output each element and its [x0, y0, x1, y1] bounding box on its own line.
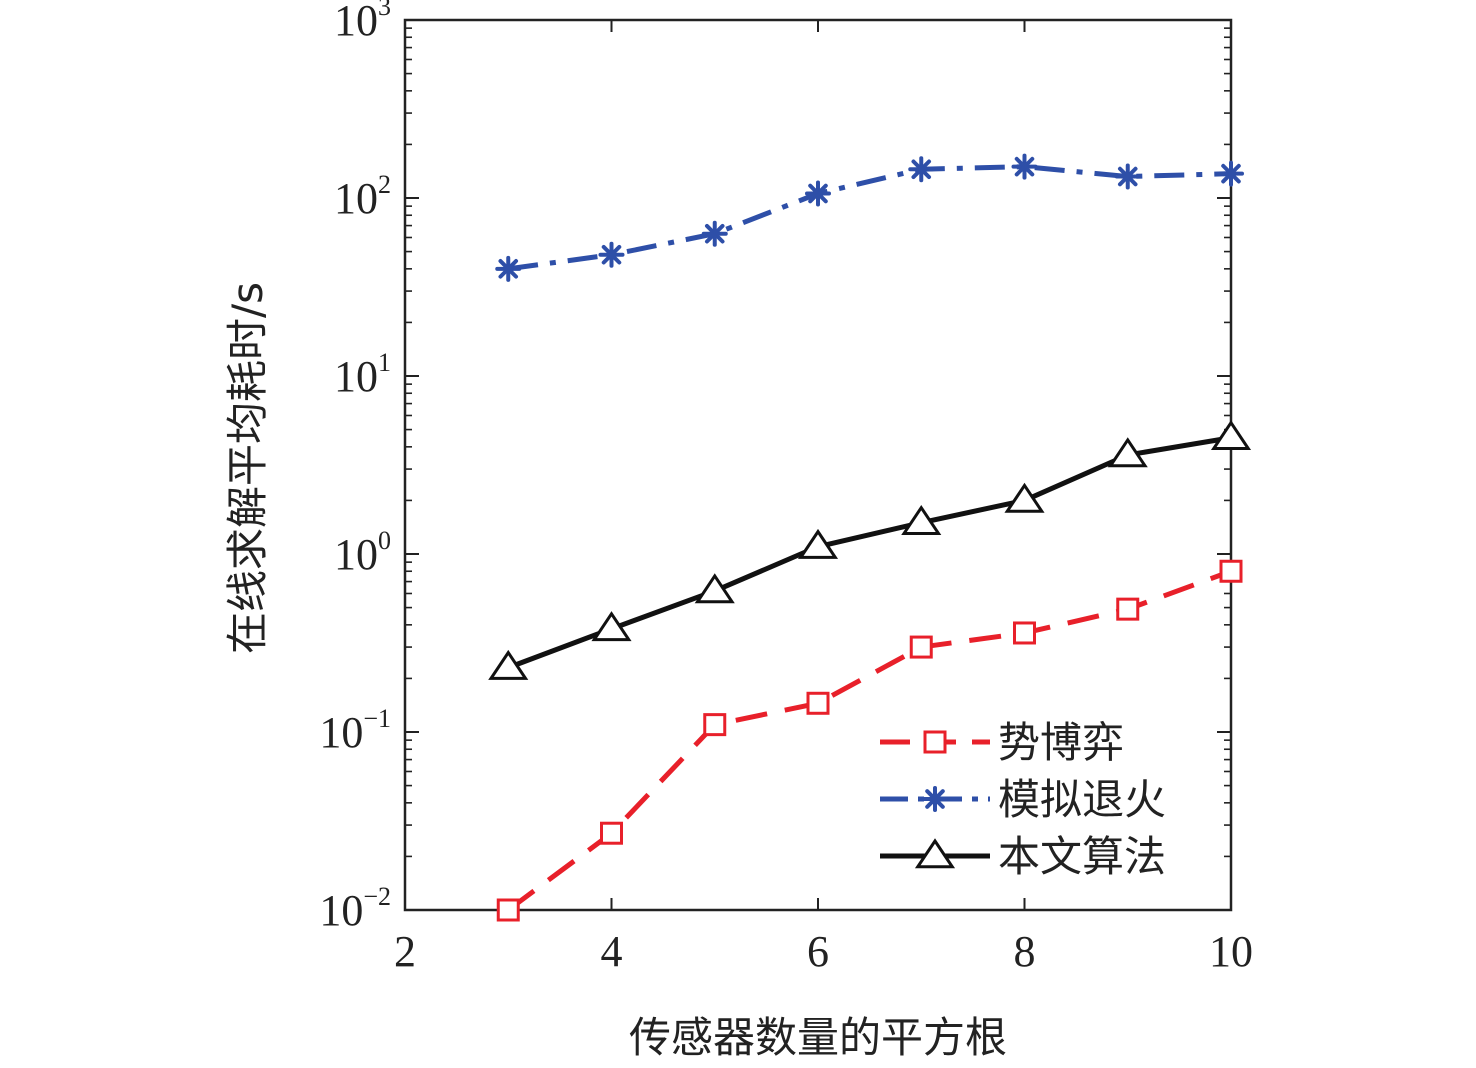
series-asterisk — [495, 153, 1244, 282]
y-tick-exponent: 3 — [378, 0, 391, 21]
x-tick-label: 4 — [601, 927, 623, 976]
plot-series — [488, 153, 1252, 922]
series-square — [496, 559, 1243, 922]
y-tick-exponent: 2 — [378, 170, 391, 199]
y-tick-label: 10−1 — [319, 704, 391, 757]
asterisk-stroke — [704, 223, 725, 244]
x-axis-title: 传感器数量的平方根 — [629, 1013, 1007, 1062]
series-line — [507, 164, 1232, 272]
data-point — [908, 156, 935, 183]
series-line — [507, 435, 1232, 670]
asterisk-stroke — [925, 789, 945, 809]
y-tick-label: 101 — [334, 348, 391, 401]
legend-label: 模拟退火 — [998, 775, 1166, 824]
data-point — [1219, 559, 1243, 583]
x-tick-label: 2 — [394, 927, 416, 976]
series-line — [506, 568, 1232, 913]
y-tick-base: 10 — [334, 174, 378, 223]
data-point — [1116, 597, 1140, 621]
y-tick-base: 10 — [334, 0, 378, 45]
legend-marker — [923, 730, 947, 754]
data-point — [703, 713, 727, 737]
series-triangle — [488, 420, 1252, 680]
data-point — [591, 611, 632, 642]
y-axis-title: 在线求解平均耗时/s — [223, 282, 272, 654]
y-tick-exponent: −2 — [363, 882, 391, 911]
data-point — [1004, 482, 1045, 513]
y-tick-label: 102 — [334, 170, 391, 223]
y-tick-exponent: 0 — [378, 526, 391, 555]
data-point — [909, 635, 933, 659]
data-point — [797, 528, 839, 559]
x-tick-label: 10 — [1209, 927, 1253, 976]
x-tick-label: 6 — [807, 927, 829, 976]
data-point — [1107, 437, 1148, 468]
data-point — [694, 573, 735, 604]
legend-marker — [914, 838, 956, 869]
legend-label: 本文算法 — [998, 832, 1166, 881]
data-point — [496, 898, 520, 922]
y-tick-exponent: 1 — [378, 348, 391, 377]
y-tick-base: 10 — [319, 886, 363, 935]
data-point — [806, 691, 830, 715]
data-point — [488, 649, 529, 680]
data-point — [495, 255, 522, 282]
asterisk-stroke — [1221, 163, 1241, 184]
data-point — [598, 241, 625, 268]
y-tick-exponent: −1 — [363, 704, 391, 733]
data-point — [1011, 153, 1038, 180]
y-tick-label: 10−2 — [319, 882, 391, 935]
y-tick-label: 100 — [334, 526, 391, 579]
y-tick-base: 10 — [319, 708, 363, 757]
asterisk-stroke — [911, 159, 932, 180]
data-point — [805, 180, 831, 207]
x-tick-label: 8 — [1014, 927, 1036, 976]
asterisk-stroke — [601, 244, 622, 265]
asterisk-stroke — [498, 259, 519, 279]
legend-marker — [922, 786, 948, 812]
y-tick-base: 10 — [334, 352, 378, 401]
data-point — [1218, 160, 1244, 187]
data-point — [1114, 163, 1141, 190]
data-point — [1013, 621, 1036, 645]
asterisk-stroke — [1117, 166, 1138, 187]
data-point — [1210, 420, 1252, 451]
data-point — [701, 220, 728, 247]
data-point — [600, 821, 623, 845]
legend-label: 势博弈 — [998, 718, 1124, 767]
asterisk-stroke — [1014, 156, 1035, 177]
data-point — [901, 504, 942, 535]
y-tick-base: 10 — [334, 530, 378, 579]
asterisk-stroke — [808, 183, 828, 204]
y-tick-label: 103 — [334, 0, 391, 45]
